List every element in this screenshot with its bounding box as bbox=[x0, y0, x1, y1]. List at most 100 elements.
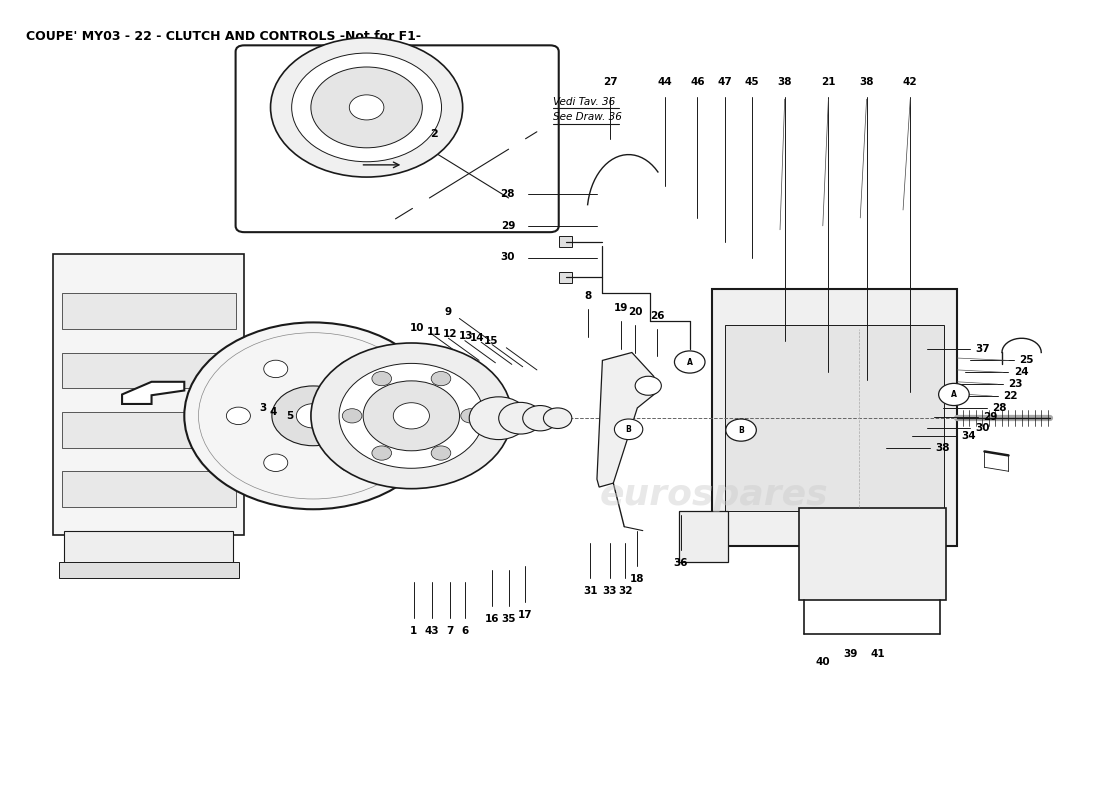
Text: 11: 11 bbox=[427, 326, 441, 337]
Circle shape bbox=[296, 404, 330, 428]
Text: 47: 47 bbox=[717, 78, 732, 87]
Text: 45: 45 bbox=[745, 78, 759, 87]
Polygon shape bbox=[597, 353, 657, 487]
Circle shape bbox=[394, 402, 429, 429]
Text: 44: 44 bbox=[657, 78, 672, 87]
Bar bbox=[559, 236, 572, 247]
Bar bbox=[412, 138, 526, 209]
Text: Vedi Tav. 36: Vedi Tav. 36 bbox=[553, 97, 616, 106]
Bar bbox=[471, 406, 478, 430]
Bar bbox=[62, 412, 235, 447]
Text: 37: 37 bbox=[976, 343, 990, 354]
Text: 19: 19 bbox=[614, 303, 628, 313]
Circle shape bbox=[461, 409, 481, 423]
Circle shape bbox=[431, 371, 451, 386]
Text: 28: 28 bbox=[500, 189, 515, 199]
Text: 12: 12 bbox=[442, 329, 458, 339]
Circle shape bbox=[376, 407, 399, 425]
Text: 6: 6 bbox=[461, 626, 469, 636]
Text: 21: 21 bbox=[821, 78, 836, 87]
Text: 43: 43 bbox=[425, 626, 439, 636]
Text: 1: 1 bbox=[410, 626, 417, 636]
Circle shape bbox=[522, 406, 558, 431]
Text: 29: 29 bbox=[500, 221, 515, 231]
Text: 25: 25 bbox=[1020, 355, 1034, 366]
Text: 18: 18 bbox=[630, 574, 645, 584]
Circle shape bbox=[311, 67, 422, 148]
Bar bbox=[53, 254, 244, 534]
Text: B: B bbox=[738, 426, 744, 434]
Text: 24: 24 bbox=[1014, 367, 1028, 378]
Bar bbox=[62, 471, 235, 507]
Text: 30: 30 bbox=[976, 422, 990, 433]
Text: 38: 38 bbox=[778, 78, 792, 87]
Circle shape bbox=[498, 402, 542, 434]
Circle shape bbox=[726, 419, 757, 441]
Circle shape bbox=[292, 53, 441, 162]
Text: COUPE' MY03 - 22 - CLUTCH AND CONTROLS -Not for F1-: COUPE' MY03 - 22 - CLUTCH AND CONTROLS -… bbox=[26, 30, 421, 42]
Circle shape bbox=[185, 322, 442, 510]
Circle shape bbox=[372, 371, 392, 386]
Bar bbox=[559, 272, 572, 283]
Text: 26: 26 bbox=[650, 311, 664, 321]
Circle shape bbox=[264, 454, 288, 471]
Circle shape bbox=[543, 408, 572, 429]
Circle shape bbox=[339, 360, 363, 378]
Text: A: A bbox=[686, 358, 693, 366]
Text: 22: 22 bbox=[1003, 391, 1018, 401]
Text: 42: 42 bbox=[903, 78, 917, 87]
Text: 38: 38 bbox=[935, 442, 950, 453]
Circle shape bbox=[227, 407, 251, 425]
Text: 29: 29 bbox=[983, 413, 998, 422]
Bar bbox=[58, 562, 239, 578]
Text: 17: 17 bbox=[518, 610, 532, 620]
Text: 32: 32 bbox=[618, 586, 632, 596]
Text: 13: 13 bbox=[459, 330, 474, 341]
Text: 7: 7 bbox=[446, 626, 453, 636]
Circle shape bbox=[635, 376, 661, 395]
Circle shape bbox=[264, 360, 288, 378]
Text: 39: 39 bbox=[843, 650, 857, 659]
Circle shape bbox=[342, 409, 362, 423]
Bar bbox=[799, 509, 946, 599]
Text: 41: 41 bbox=[870, 650, 884, 659]
Text: 28: 28 bbox=[992, 403, 1007, 413]
Text: 2: 2 bbox=[430, 129, 438, 138]
Circle shape bbox=[372, 446, 392, 460]
Text: 30: 30 bbox=[500, 253, 515, 262]
Text: 9: 9 bbox=[444, 307, 452, 317]
Text: 35: 35 bbox=[502, 614, 516, 624]
Text: 33: 33 bbox=[603, 586, 617, 596]
Circle shape bbox=[363, 381, 460, 450]
Text: 46: 46 bbox=[690, 78, 705, 87]
Text: 14: 14 bbox=[470, 333, 484, 343]
Text: 10: 10 bbox=[410, 322, 425, 333]
Text: 23: 23 bbox=[1009, 379, 1023, 389]
Circle shape bbox=[339, 454, 363, 471]
Text: B: B bbox=[626, 425, 631, 434]
FancyBboxPatch shape bbox=[235, 46, 559, 232]
Text: 36: 36 bbox=[673, 558, 689, 568]
Circle shape bbox=[470, 397, 528, 439]
Circle shape bbox=[311, 343, 512, 489]
Circle shape bbox=[674, 351, 705, 373]
Text: 27: 27 bbox=[603, 78, 617, 87]
Circle shape bbox=[271, 38, 463, 177]
Bar bbox=[725, 325, 944, 511]
Text: 40: 40 bbox=[815, 658, 830, 667]
Circle shape bbox=[272, 386, 354, 446]
Bar bbox=[62, 353, 235, 388]
Text: 4: 4 bbox=[270, 407, 277, 417]
Bar bbox=[679, 511, 728, 562]
Polygon shape bbox=[122, 382, 185, 404]
Circle shape bbox=[615, 419, 642, 439]
Circle shape bbox=[350, 95, 384, 120]
Text: 5: 5 bbox=[286, 411, 294, 421]
Text: eurospares: eurospares bbox=[196, 438, 425, 473]
Circle shape bbox=[339, 363, 484, 468]
Text: 31: 31 bbox=[583, 586, 597, 596]
Text: 3: 3 bbox=[258, 403, 266, 413]
Bar bbox=[458, 406, 466, 430]
Text: 16: 16 bbox=[485, 614, 499, 624]
Text: 38: 38 bbox=[859, 78, 873, 87]
